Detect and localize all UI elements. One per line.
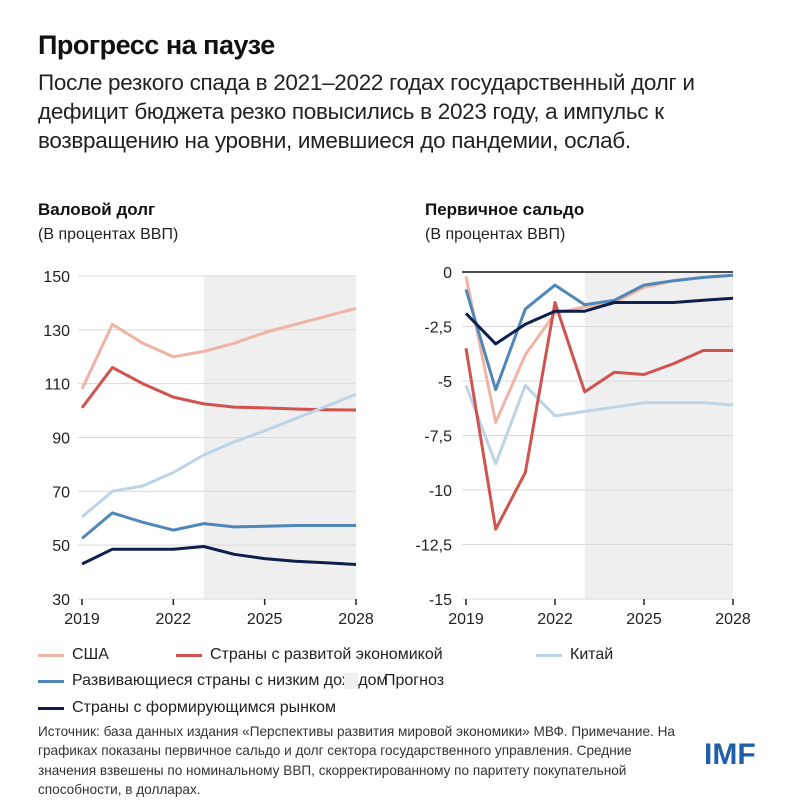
page-title: Прогресс на паузе (38, 30, 275, 60)
legend-label-em: Страны с формирующимся рынком (72, 699, 337, 716)
legend-swatch-us (38, 653, 64, 657)
y-tick-label: 110 (44, 377, 70, 394)
source-note: Источник: база данных издания «Перспекти… (38, 724, 675, 797)
debt-chart-title: Валовой долг (38, 200, 156, 219)
y-tick-label: -12,5 (416, 538, 453, 555)
legend-item-us: США (38, 646, 109, 664)
series-line-lidc (81, 511, 356, 540)
y-tick-label: 150 (43, 269, 70, 286)
balance-chart-title: Первичное сальдо (425, 200, 585, 219)
legend-swatch-advanced (176, 653, 202, 657)
y-tick-label: -15 (429, 592, 452, 609)
y-tick-label: -2,5 (424, 320, 452, 337)
x-tick-label: 2028 (338, 611, 374, 628)
x-tick-label: 2019 (448, 611, 484, 628)
legend-item-china: Китай (536, 646, 613, 664)
primary-balance-chart: 0 -2,5 -5 -7,5 -10 -12,5 -15 2019 2022 2025 2028 (416, 265, 751, 628)
series-line-advanced (464, 301, 733, 531)
legend-swatch-china (536, 653, 562, 657)
legend-label-us: США (72, 646, 109, 663)
y-tick-label: -5 (438, 374, 452, 391)
x-tick-label: 2025 (247, 611, 283, 628)
legend-item-forecast: Прогноз (344, 672, 444, 690)
x-tick-label: 2022 (156, 611, 192, 628)
series-line-china (464, 383, 734, 466)
legend-item-lidc: Развивающиеся страны с низким доходом (38, 672, 387, 690)
y-tick-label: 70 (52, 484, 70, 501)
page-subtitle: После резкого спада в 2021–2022 годах го… (38, 70, 695, 153)
x-tick-label: 2025 (626, 611, 662, 628)
legend-label-lidc: Развивающиеся страны с низким доходом (72, 672, 388, 689)
gross-debt-chart: 150 130 110 90 70 50 30 2019 2022 2025 2028 (43, 269, 374, 628)
legend-item-advanced: Страны с развитой экономикой (176, 646, 443, 664)
y-tick-label: 90 (52, 431, 70, 448)
legend-swatch-em (38, 706, 64, 710)
y-tick-label: 130 (43, 323, 70, 340)
y-tick-label: -7,5 (424, 429, 452, 446)
x-tick-label: 2019 (64, 611, 100, 628)
x-tick-label: 2028 (715, 611, 751, 628)
legend-swatch-lidc (38, 679, 64, 683)
y-tick-label: -10 (429, 483, 452, 500)
series-line-china (81, 393, 357, 519)
legend-item-em: Страны с формирующимся рынком (38, 699, 336, 717)
y-tick-label: 50 (52, 538, 70, 555)
debt-chart-subtitle: (В процентах ВВП) (38, 226, 179, 243)
series-line-lidc (464, 273, 734, 392)
legend-swatch-forecast (344, 673, 358, 689)
legend-label-forecast: Прогноз (384, 672, 445, 689)
y-tick-label: 30 (52, 592, 70, 609)
series-line-em (464, 296, 734, 346)
balance-chart-subtitle: (В процентах ВВП) (425, 226, 566, 243)
imf-logo: IMF (704, 738, 756, 771)
series-line-advanced (80, 366, 357, 412)
legend-label-advanced: Страны с развитой экономикой (210, 646, 443, 663)
legend-label-china: Китай (570, 646, 614, 663)
x-tick-label: 2022 (537, 611, 573, 628)
series-line-us (80, 306, 357, 390)
y-tick-label: 0 (443, 265, 452, 282)
series-line-em (81, 545, 357, 566)
